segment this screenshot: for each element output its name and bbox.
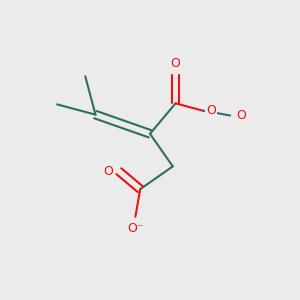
Text: O: O [206, 104, 216, 117]
Text: O⁻: O⁻ [127, 222, 144, 235]
Text: O: O [237, 109, 247, 122]
Text: O: O [103, 165, 113, 178]
Text: O: O [171, 57, 181, 70]
